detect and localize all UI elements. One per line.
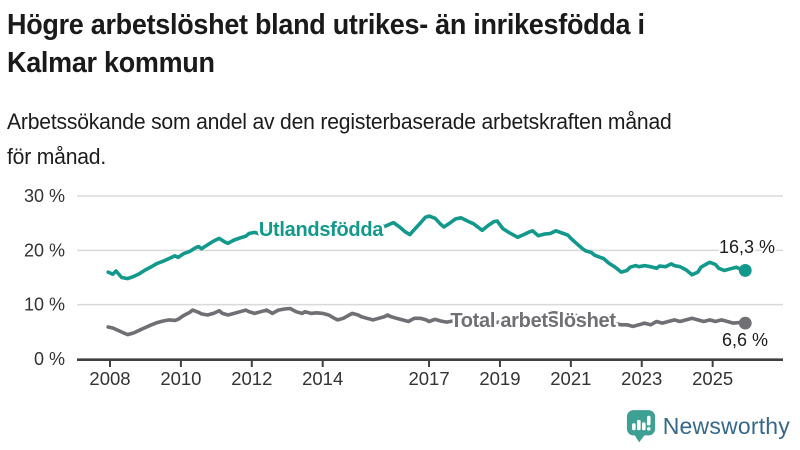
chart-subtitle: Arbetssökande som andel av den registerb… [7,104,797,174]
x-tick-label-2025: 2025 [692,368,733,389]
page-title: Högre arbetslöshet bland utrikes- än inr… [7,6,797,82]
x-tick-label-2012: 2012 [231,368,272,389]
x-tick-label-2008: 2008 [89,368,130,389]
series-label-total: Total arbetslöshet [450,310,616,332]
title-line-2: Kalmar kommun [7,47,215,79]
x-tick-label-2023: 2023 [621,368,662,389]
x-tick-label-2014: 2014 [302,368,343,389]
subtitle-line-1: Arbetssökande som andel av den registerb… [7,109,672,134]
subtitle-line-2: för månad. [7,144,107,169]
series-line-utlandsfodda [106,214,748,281]
series-end-dot-total [738,316,752,330]
y-tick-label-10: 10 % [24,295,65,315]
y-tick-label-30: 30 % [24,186,65,206]
newsworthy-wordmark: Newsworthy [662,412,790,439]
title-line-1: Högre arbetslöshet bland utrikes- än inr… [7,9,645,41]
end-value-label-total: 6,6 % [722,330,768,350]
newsworthy-icon [626,410,655,443]
x-tick-label-2021: 2021 [550,368,591,389]
series-label-utlandsfodda: Utlandsfödda [259,219,384,241]
series-line-total [106,306,748,337]
x-tick-label-2019: 2019 [479,368,520,389]
x-tick-label-2017: 2017 [408,368,449,389]
y-tick-label-20: 20 % [24,240,65,260]
series-end-dot-utlandsfodda [738,264,752,277]
end-value-label-utlandsfodda: 16,3 % [719,237,775,257]
newsworthy-logo: Newsworthy [626,409,790,443]
y-tick-label-0: 0 % [34,349,65,369]
x-tick-label-2010: 2010 [160,368,201,389]
